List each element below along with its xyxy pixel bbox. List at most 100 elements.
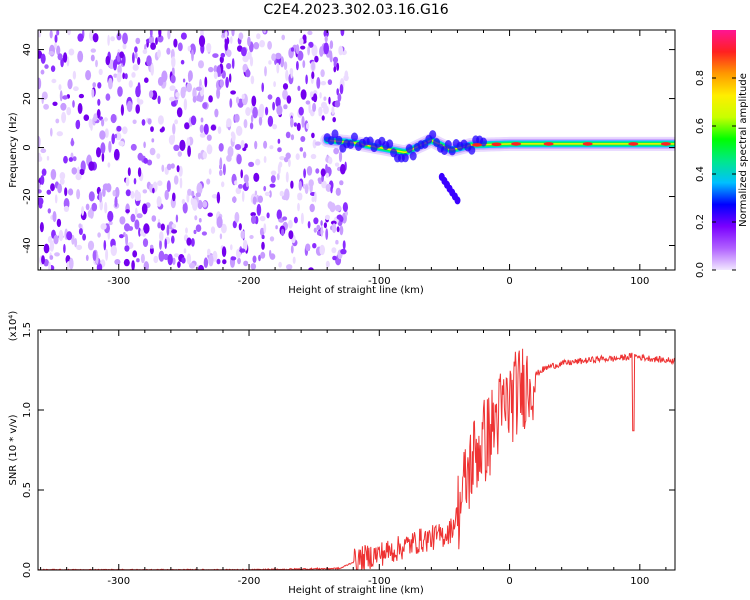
noise-blob <box>179 139 186 152</box>
spectrogram-y-label: Frequency (Hz) <box>8 112 19 188</box>
noise-blob <box>149 30 153 38</box>
noise-blob <box>282 89 288 100</box>
noise-blob <box>92 33 99 43</box>
noise-blob <box>179 177 183 189</box>
noise-blob <box>136 258 140 263</box>
noise-blob <box>110 36 115 42</box>
signal-blob <box>448 146 456 156</box>
noise-blob <box>236 154 242 165</box>
noise-blob <box>77 50 84 63</box>
noise-blob <box>172 192 176 202</box>
noise-blob <box>40 69 45 75</box>
noise-blob <box>332 117 337 123</box>
noise-blob <box>142 189 148 194</box>
noise-blob <box>157 76 164 86</box>
snr-y-tick-label: 0.0 <box>22 562 33 578</box>
noise-blob <box>261 82 265 93</box>
noise-blob <box>151 215 157 222</box>
noise-blob <box>127 167 131 177</box>
noise-blob <box>272 124 277 130</box>
noise-blob <box>320 168 326 177</box>
noise-blob <box>132 64 139 71</box>
noise-blob <box>72 70 77 80</box>
noise-blob <box>267 40 272 50</box>
noise-blob <box>149 246 154 255</box>
signal-blob <box>331 129 339 139</box>
noise-blob <box>305 100 311 105</box>
noise-blob <box>270 175 276 183</box>
noise-blob <box>176 165 180 173</box>
noise-blob <box>245 107 251 116</box>
signal-peak <box>582 142 593 146</box>
noise-blob <box>173 144 180 151</box>
noise-blob <box>250 212 256 217</box>
noise-blob <box>303 37 307 43</box>
noise-blob <box>323 222 327 229</box>
noise-blob <box>256 203 262 216</box>
noise-blob <box>187 145 192 157</box>
noise-blob <box>277 147 282 153</box>
noise-blob <box>49 255 54 260</box>
noise-blob <box>58 84 62 91</box>
snr-series-line <box>38 348 675 570</box>
noise-blob <box>312 243 317 249</box>
noise-blob <box>280 56 285 68</box>
noise-blob <box>196 182 203 195</box>
noise-blob <box>208 66 214 73</box>
noise-blob <box>285 171 289 183</box>
noise-blob <box>130 190 135 199</box>
noise-blob <box>323 42 330 55</box>
noise-blob <box>321 115 325 121</box>
noise-blob <box>316 77 321 89</box>
noise-blob <box>290 245 294 254</box>
noise-blob <box>339 180 344 186</box>
signal-blob <box>480 137 487 147</box>
noise-blob <box>155 37 158 45</box>
noise-blob <box>104 201 108 214</box>
noise-blob <box>293 122 297 127</box>
noise-blob <box>41 96 44 104</box>
signal-peak <box>491 142 502 147</box>
noise-blob <box>144 77 149 83</box>
noise-blob <box>166 47 171 55</box>
noise-blob <box>249 56 254 67</box>
noise-blob <box>107 210 114 222</box>
noise-blob <box>178 165 183 177</box>
noise-blob <box>76 244 83 251</box>
noise-blob <box>119 234 124 239</box>
noise-blob <box>206 178 211 185</box>
noise-blob <box>146 55 152 67</box>
noise-blob <box>40 53 46 64</box>
noise-blob <box>336 214 343 220</box>
noise-blob <box>314 191 317 203</box>
noise-blob <box>159 231 164 242</box>
noise-blob <box>232 220 237 229</box>
noise-blob <box>157 115 164 125</box>
colorbar-axis: 0.0 0.2 0.4 0.6 0.8 <box>695 70 736 278</box>
noise-blob <box>156 196 162 207</box>
noise-blob <box>335 239 339 245</box>
spectrogram-x-tick-label: -200 <box>238 276 261 287</box>
noise-blob <box>236 125 243 136</box>
noise-blob <box>297 202 300 212</box>
noise-blob <box>131 260 135 270</box>
noise-blob <box>308 179 314 187</box>
noise-blob <box>161 164 165 172</box>
colorbar-tick-label: 0.6 <box>695 118 706 134</box>
noise-blob <box>344 70 349 80</box>
noise-blob <box>334 162 340 167</box>
noise-blob <box>157 180 163 186</box>
noise-blob <box>313 93 318 103</box>
noise-blob <box>77 33 84 42</box>
noise-blob <box>143 223 150 234</box>
noise-blob <box>50 65 56 72</box>
noise-blob <box>325 183 332 192</box>
noise-blob <box>339 225 344 236</box>
noise-blob <box>190 115 197 126</box>
noise-blob <box>263 185 267 192</box>
noise-blob <box>186 82 193 93</box>
snr-y-multiplier: (x10⁴) <box>8 311 19 342</box>
noise-blob <box>219 169 223 176</box>
noise-blob <box>280 228 285 237</box>
noise-blob <box>333 147 340 155</box>
